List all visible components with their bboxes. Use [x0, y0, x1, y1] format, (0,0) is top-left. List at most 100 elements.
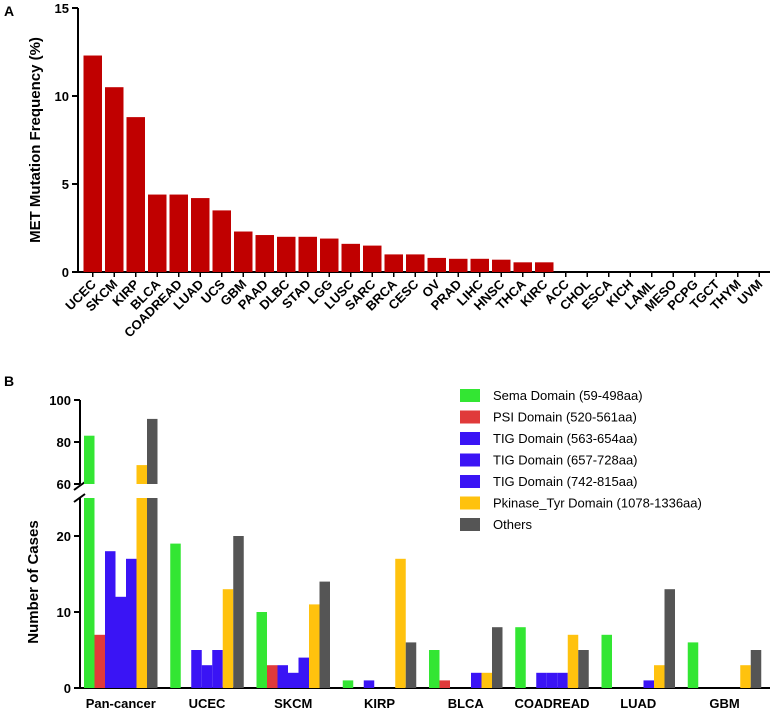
panel-a-bar	[191, 198, 210, 272]
panel-a-bar	[83, 55, 102, 272]
panel-a-bar	[363, 245, 382, 272]
panel-b-bar	[578, 650, 589, 688]
panel-a-bar	[535, 262, 554, 272]
panel-b-bar	[201, 665, 213, 688]
panel-b-bar	[481, 672, 492, 688]
panel-b-bar	[471, 672, 482, 688]
panel-b-legend-swatch	[460, 496, 480, 510]
panel-b-bar-upper-part	[147, 418, 158, 484]
panel-b-legend-swatch	[460, 453, 480, 467]
panel-b-legend-label: TIG Domain (742-815aa)	[493, 474, 638, 489]
panel-a-bar	[234, 231, 253, 272]
panel-b-legend-swatch	[460, 432, 480, 445]
panel-b-bar	[319, 581, 330, 688]
panel-b-legend-label: Sema Domain (59-498aa)	[493, 388, 643, 403]
panel-b-bar	[643, 680, 654, 688]
panel-a-bar	[105, 87, 124, 272]
panel-b-bar	[687, 642, 699, 688]
panel-b-legend-label: TIG Domain (563-654aa)	[493, 431, 638, 446]
panel-b-axis-break-mark	[73, 493, 86, 503]
panel-b-bar	[557, 672, 568, 688]
panel-b-bar	[439, 680, 450, 688]
panel-b-bar-lower-part	[147, 498, 158, 688]
panel-b-legend-label: PSI Domain (520-561aa)	[493, 410, 637, 425]
panel-b-bar	[429, 650, 440, 688]
panel-a-y-axis-label: MET Mutation Frequency (%)	[27, 37, 44, 243]
panel-a-bar	[148, 194, 167, 272]
panel-a-bar	[384, 254, 403, 272]
panel-a-bar	[255, 235, 274, 272]
panel-b-legend-swatch	[460, 410, 480, 424]
panel-b-bar	[267, 665, 278, 688]
panel-b-y-tick-label: 0	[64, 681, 71, 696]
panel-b-bar	[492, 627, 503, 688]
panel-b-bar	[288, 672, 299, 688]
panel-b-bar-lower-part	[136, 498, 147, 688]
panel-a-bar	[320, 238, 339, 272]
panel-b-category-label: UCEC	[189, 696, 226, 711]
panel-b-y-tick-label: 80	[57, 435, 71, 450]
panel-b-category-label: KIRP	[364, 696, 395, 711]
panel-b-bar	[309, 604, 320, 688]
panel-b-bar	[363, 680, 375, 688]
panel-b-bar	[115, 596, 126, 688]
panel-a-bar	[427, 257, 446, 272]
panel-a-category-label: UVM	[734, 277, 765, 308]
panel-a-label: A	[4, 3, 14, 19]
panel-b-category-label: SKCM	[274, 696, 312, 711]
panel-a-bar	[470, 258, 489, 272]
panel-a-chart: 051015UCECSKCMKIRPBLCACOADREADLUADUCSGBM…	[55, 1, 770, 340]
panel-b-bar	[298, 657, 309, 688]
panel-b-chart: 0 10 20 60 80 100 Pan-cancer UCEC SKCM KIRP BLCA CO…	[49, 393, 770, 711]
panel-b-bar	[740, 665, 751, 688]
panel-b-bar	[395, 558, 406, 688]
panel-b-bar	[405, 642, 417, 688]
panel-b-bar	[654, 665, 665, 688]
panel-b-bar	[664, 589, 675, 688]
panel-b-bar	[750, 650, 762, 688]
panel-b-axis-break-mark	[73, 481, 86, 491]
panel-a-bar	[126, 117, 145, 273]
panel-a-bar	[406, 254, 425, 272]
panel-a-bar	[513, 262, 532, 272]
panel-b-bar	[170, 543, 181, 688]
panel-a-y-tick-label: 0	[62, 265, 69, 280]
panel-b-bar	[191, 650, 202, 688]
panel-b-bar-lower-part	[84, 498, 95, 688]
panel-b-category-label: BLCA	[448, 696, 485, 711]
panel-b-bar-upper-part	[84, 435, 95, 484]
panel-a-bar	[277, 236, 296, 272]
panel-b-category-label: COADREAD	[514, 696, 589, 711]
panel-a-bar	[298, 236, 317, 272]
panel-a-bar	[449, 258, 468, 272]
panel-b-y-tick-label: 100	[49, 393, 71, 408]
panel-b-bar-upper-part	[136, 465, 147, 484]
panel-b-bar	[546, 672, 558, 688]
panel-b-bar	[233, 536, 244, 688]
panel-b-bar	[567, 634, 579, 688]
panel-b-bar	[212, 650, 223, 688]
panel-b-y-axis-label: Number of Cases	[25, 520, 42, 643]
panel-b-y-tick-label: 60	[57, 477, 71, 492]
panel-b-legend-swatch	[460, 475, 480, 488]
panel-b-bar	[342, 680, 354, 688]
panel-b-legend-label: TIG Domain (657-728aa)	[493, 453, 638, 468]
panel-a-bar	[169, 194, 188, 272]
panel-a-bar	[492, 259, 511, 272]
panel-b-category-label: Pan-cancer	[86, 696, 156, 711]
panel-a-bar	[341, 243, 360, 272]
panel-b-category-label: GBM	[709, 696, 739, 711]
panel-b-bar	[94, 634, 105, 688]
panel-b-bar	[515, 627, 526, 688]
panel-b-category-label: LUAD	[620, 696, 656, 711]
panel-b-bar	[222, 589, 234, 688]
panel-b-y-tick-label: 10	[57, 605, 71, 620]
panel-b-y-tick-label: 20	[57, 529, 71, 544]
panel-b-legend-swatch	[460, 518, 480, 531]
panel-b-legend: Sema Domain (59-498aa) PSI Domain (520-56…	[460, 388, 702, 532]
panel-b-bar	[277, 665, 288, 688]
panel-a-y-tick-label: 15	[55, 1, 69, 16]
panel-a-bar	[212, 210, 231, 272]
panel-a-y-tick-label: 5	[62, 177, 69, 192]
